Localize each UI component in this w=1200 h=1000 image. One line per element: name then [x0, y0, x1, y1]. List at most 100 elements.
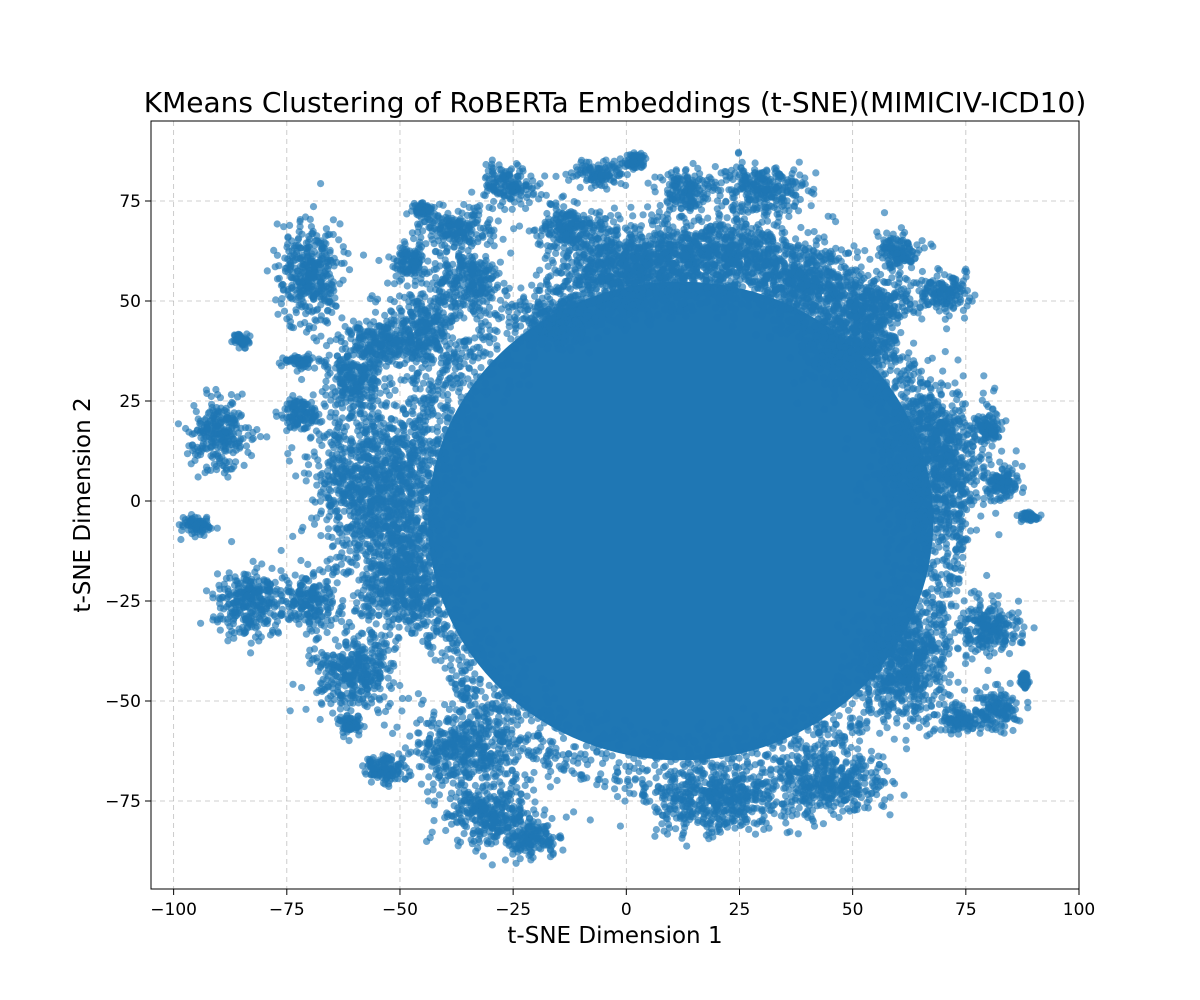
scatter-point	[323, 628, 331, 637]
scatter-point	[452, 686, 460, 694]
scatter-point	[506, 636, 514, 644]
scatter-point	[234, 580, 242, 588]
scatter-point	[473, 373, 481, 381]
scatter-point	[277, 281, 285, 290]
scatter-point	[630, 730, 638, 738]
scatter-point	[858, 728, 866, 736]
scatter-point	[942, 590, 951, 599]
scatter-point	[468, 611, 477, 619]
scatter-point	[228, 538, 236, 546]
scatter-point	[467, 836, 475, 844]
scatter-point	[227, 401, 235, 409]
scatter-point	[454, 379, 462, 388]
scatter-point	[626, 722, 635, 730]
scatter-point	[494, 625, 502, 633]
scatter-point	[515, 380, 523, 389]
scatter-point	[537, 709, 545, 717]
scatter-point	[225, 458, 233, 466]
scatter-point	[249, 557, 257, 566]
scatter-point	[763, 739, 771, 747]
scatter-point	[769, 756, 778, 764]
scatter-point	[481, 379, 489, 388]
scatter-point	[208, 434, 216, 442]
scatter-point	[186, 517, 194, 525]
scatter-point	[231, 598, 239, 606]
scatter-point	[205, 523, 213, 532]
scatter-point	[313, 337, 321, 345]
scatter-point	[777, 329, 785, 337]
scatter-point	[491, 691, 499, 699]
scatter-point	[263, 617, 271, 625]
scatter-point	[221, 442, 229, 450]
scatter-point	[338, 691, 346, 700]
scatter-point	[953, 587, 961, 595]
scatter-point	[465, 552, 473, 561]
scatter-point	[603, 327, 611, 335]
scatter-point	[377, 662, 385, 670]
scatter-point	[694, 745, 702, 753]
scatter-point	[463, 646, 471, 654]
scatter-point	[480, 806, 488, 814]
scatter-point	[242, 442, 251, 450]
scatter-point	[492, 838, 500, 846]
scatter-point	[685, 746, 693, 754]
scatter-point	[556, 834, 564, 842]
scatter-point	[187, 510, 196, 519]
scatter-point	[725, 746, 733, 754]
scatter-point	[326, 248, 334, 257]
scatter-point	[540, 823, 548, 831]
scatter-point	[267, 581, 275, 589]
scatter-point	[469, 379, 477, 387]
scatter-point	[471, 334, 479, 342]
scatter-point	[486, 326, 494, 334]
scatter-point	[299, 287, 307, 295]
scatter-point	[458, 667, 466, 675]
scatter-point	[380, 721, 388, 729]
scatter-point	[523, 792, 531, 800]
scatter-point	[496, 673, 504, 682]
scatter-point	[722, 734, 731, 743]
scatter-point	[942, 561, 950, 569]
scatter-point	[781, 706, 789, 714]
scatter-point	[286, 707, 294, 715]
scatter-point	[177, 535, 185, 544]
scatter-point	[933, 557, 941, 565]
scatter-point	[532, 833, 540, 841]
scatter-point	[541, 172, 549, 180]
scatter-point	[509, 647, 517, 656]
scatter-point	[459, 476, 467, 484]
scatter-point	[295, 234, 303, 242]
scatter-point	[536, 724, 544, 732]
scatter-point	[317, 180, 325, 188]
scatter-point	[508, 815, 516, 823]
scatter-point	[228, 627, 236, 635]
scatter-point	[829, 725, 837, 733]
scatter-point	[453, 460, 461, 468]
scatter-point	[253, 426, 261, 434]
scatter-point	[661, 719, 669, 727]
scatter-point	[840, 652, 848, 660]
scatter-point	[271, 621, 280, 629]
scatter-point	[752, 745, 760, 753]
scatter-point	[536, 180, 544, 188]
scatter-point	[488, 650, 496, 659]
scatter-point	[488, 806, 496, 814]
scatter-point	[907, 555, 915, 563]
scatter-point	[799, 714, 808, 722]
scatter-point	[516, 811, 524, 819]
scatter-point	[701, 732, 710, 740]
scatter-point	[271, 612, 279, 621]
scatter-point	[450, 431, 458, 439]
scatter-point	[513, 678, 521, 687]
scatter-point	[583, 719, 591, 727]
scatter-point	[485, 681, 493, 690]
scatter-point	[317, 260, 325, 268]
scatter-point	[314, 667, 322, 675]
scatter-point	[390, 662, 398, 670]
scatter-point	[314, 238, 322, 246]
scatter-point	[559, 846, 567, 854]
scatter-point	[504, 674, 512, 682]
scatter-point	[755, 737, 764, 745]
scatter-point	[781, 696, 789, 704]
